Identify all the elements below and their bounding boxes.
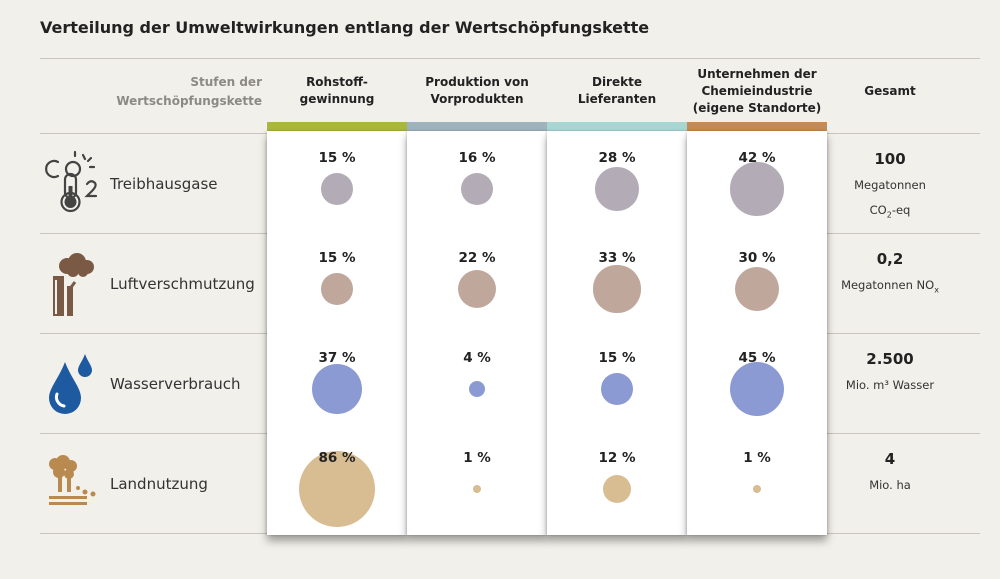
column-header: Direkte Lieferanten [547, 63, 687, 119]
total-unit: Mio. m³ Wasser [820, 373, 960, 398]
percent-label: 1 % [463, 450, 491, 466]
column-header-line: gewinnung [299, 92, 375, 106]
bubble-luftverschmutzung [457, 269, 497, 309]
row-label-treibhausgase: Treibhausgase [110, 175, 218, 193]
column-header-line: Unternehmen der [697, 66, 817, 81]
column-panel: 16 % 22 % 4 % 1 % [407, 131, 547, 535]
unit-subscript: x [934, 285, 939, 295]
total-unit: Mio. ha [820, 473, 960, 498]
percent-label: 15 % [598, 350, 636, 366]
percent-label: 45 % [738, 350, 776, 366]
column-header-line: Produktion von [425, 75, 529, 89]
value-cell: 33 % [547, 233, 687, 333]
row-label-wasserverbrauch: Wasserverbrauch [110, 375, 241, 393]
bubble-luftverschmutzung [321, 273, 353, 305]
bubble-wasserverbrauch [729, 361, 785, 417]
value-cell: 45 % [687, 333, 827, 433]
column-header: Produktion von Vorprodukten [407, 63, 547, 119]
total-value: 100 [874, 150, 906, 168]
value-cell: 42 % [687, 133, 827, 233]
bubble-landnutzung [752, 484, 762, 494]
percent-label: 12 % [598, 450, 636, 466]
value-cell: 12 % [547, 433, 687, 533]
bubble-treibhausgase [321, 173, 353, 205]
percent-label: 4 % [463, 350, 491, 366]
value-cell: 86 % [267, 433, 407, 533]
column-color-bar [687, 122, 827, 131]
row-label-luftverschmutzung: Luftverschmutzung [110, 275, 255, 293]
bubble-treibhausgase [595, 167, 639, 211]
chart-title: Verteilung der Umweltwirkungen entlang d… [40, 18, 650, 37]
value-cell: 16 % [407, 133, 547, 233]
value-cell: 30 % [687, 233, 827, 333]
column-header-line: Lieferanten [577, 92, 657, 106]
row-label-landnutzung: Landnutzung [110, 475, 208, 493]
percent-label: 22 % [458, 250, 496, 266]
bubble-landnutzung [602, 474, 632, 504]
column-color-bar [547, 122, 687, 131]
unit-subscript: 2 [886, 210, 892, 220]
bubble-wasserverbrauch [312, 364, 362, 414]
percent-label: 33 % [598, 250, 636, 266]
column-header-line: Direkte [591, 75, 642, 89]
stage-header: Stufen der Wertschöpfungskette [60, 73, 262, 111]
thermometer-co2-icon [45, 150, 98, 213]
value-cell: 37 % [267, 333, 407, 433]
bubble-treibhausgase [730, 162, 784, 216]
water-drops-icon [49, 354, 92, 414]
top-divider [40, 58, 980, 59]
value-cell: 4 % [407, 333, 547, 433]
total-unit-line: Mio. ha [869, 478, 911, 492]
percent-label: 28 % [598, 150, 636, 166]
column-header-line: Rohstoff- [306, 75, 368, 89]
value-cell: 28 % [547, 133, 687, 233]
column-header: Unternehmen der Chemieindustrie (eigene St… [687, 63, 827, 119]
bubble-wasserverbrauch [601, 373, 633, 405]
total-value: 2.500 [866, 350, 914, 368]
total-unit: Megatonnen CO2-eq [820, 173, 960, 227]
total-value: 0,2 [876, 250, 904, 268]
column-color-bar [267, 122, 407, 131]
land-trees-icon [49, 455, 96, 505]
value-cell: 1 % [687, 433, 827, 533]
total-value: 4 [884, 450, 896, 468]
percent-label: 15 % [318, 250, 356, 266]
column-panel: 15 % 15 % 37 % 86 % [267, 131, 407, 535]
column-header-line: Chemieindustrie [701, 83, 813, 98]
column-panel: 42 % 30 % 45 % 1 % [687, 131, 827, 535]
column-header-line: Vorprodukten [430, 92, 524, 106]
total-header: Gesamt [864, 84, 916, 98]
percent-label: 42 % [738, 150, 776, 166]
stage-header-line2: Wertschöpfungskette [116, 94, 262, 108]
bubble-landnutzung [472, 484, 482, 494]
total-unit-line: Mio. m³ Wasser [845, 378, 935, 392]
percent-label: 16 % [458, 150, 496, 166]
column-color-bar [407, 122, 547, 131]
total-unit-line: CO2-eq [869, 203, 911, 220]
bubble-luftverschmutzung [734, 266, 780, 312]
total-unit-line: Megatonnen NOx [841, 278, 939, 295]
bubble-luftverschmutzung [593, 265, 641, 313]
bubble-treibhausgase [460, 172, 494, 206]
stage-header-line1: Stufen der [190, 75, 262, 89]
percent-label: 1 % [743, 450, 771, 466]
column-panel: 28 % 33 % 15 % 12 % [547, 131, 687, 535]
factory-smoke-icon [53, 253, 94, 316]
percent-label: 30 % [738, 250, 776, 266]
value-cell: 15 % [267, 133, 407, 233]
column-header-line: (eigene Standorte) [692, 100, 822, 115]
percent-label: 15 % [318, 150, 356, 166]
value-cell: 1 % [407, 433, 547, 533]
total-unit: Megatonnen NOx [820, 273, 960, 302]
percent-label: 86 % [318, 450, 356, 466]
bubble-wasserverbrauch [468, 380, 486, 398]
bubble-landnutzung [299, 451, 375, 527]
value-cell: 15 % [267, 233, 407, 333]
column-header: Rohstoff-gewinnung [267, 63, 407, 119]
total-unit-line: Megatonnen [854, 178, 926, 192]
value-cell: 22 % [407, 233, 547, 333]
percent-label: 37 % [318, 350, 356, 366]
value-cell: 15 % [547, 333, 687, 433]
